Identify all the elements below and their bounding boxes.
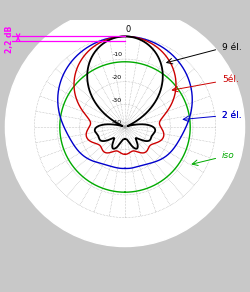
Text: 5él.: 5él. bbox=[222, 75, 239, 84]
Text: -20: -20 bbox=[112, 75, 122, 80]
Text: 2 él.: 2 él. bbox=[222, 111, 242, 120]
Text: -40: -40 bbox=[112, 120, 122, 125]
Text: -10: -10 bbox=[112, 52, 122, 57]
Text: 0: 0 bbox=[125, 25, 130, 34]
Circle shape bbox=[6, 7, 244, 246]
Text: -30: -30 bbox=[112, 98, 122, 102]
Text: 9 él.: 9 él. bbox=[222, 43, 242, 52]
Text: 2 él.: 2 él. bbox=[222, 111, 242, 120]
Text: 2,2 dB: 2,2 dB bbox=[4, 25, 14, 53]
Text: iso: iso bbox=[222, 152, 235, 161]
